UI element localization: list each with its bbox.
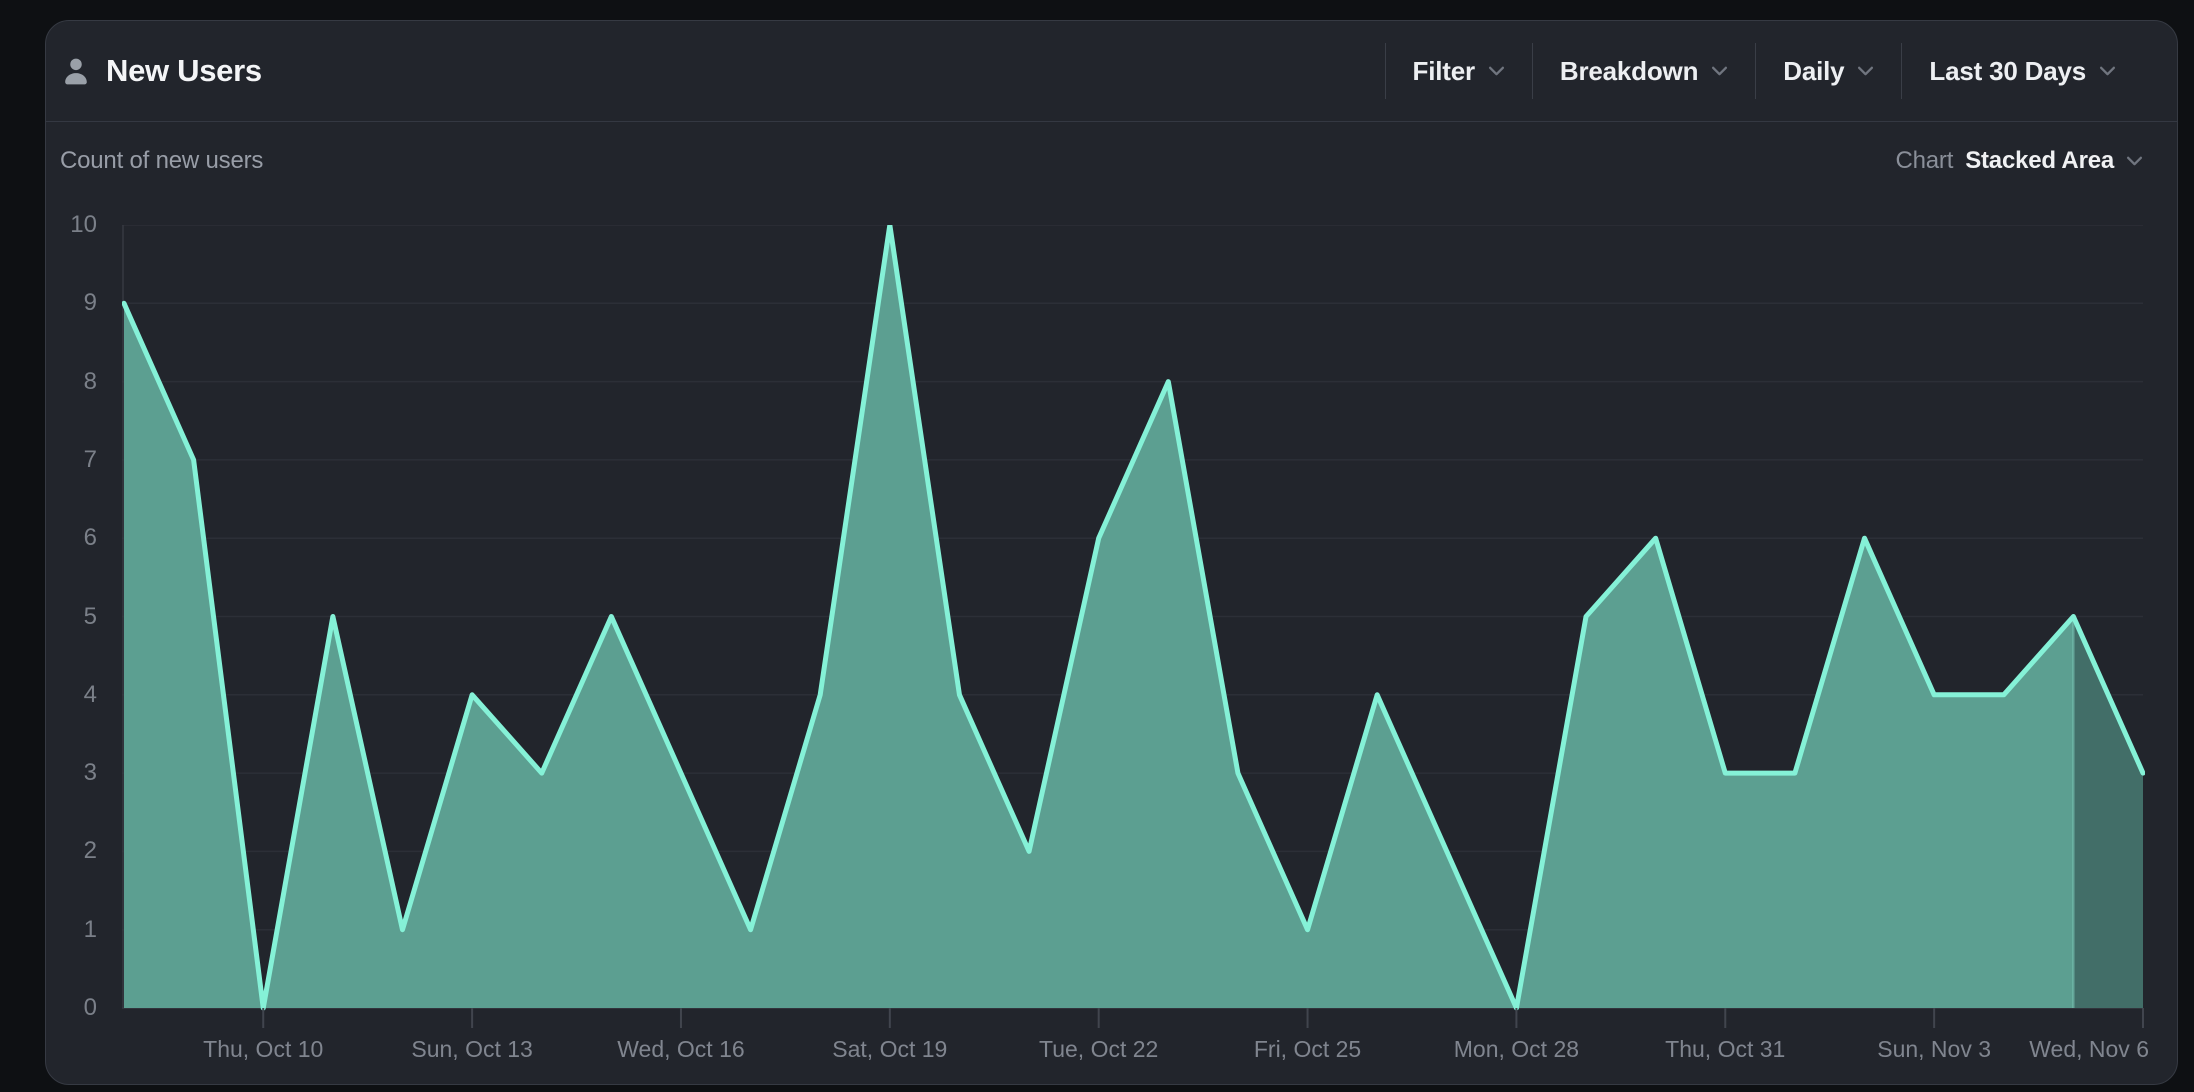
metric-label: Count of new users xyxy=(60,147,264,174)
area-line xyxy=(122,225,2145,1011)
breakdown-dropdown-label: Breakdown xyxy=(1559,55,1699,86)
page-title: New Users xyxy=(106,53,262,88)
breakdown-dropdown[interactable]: Breakdown xyxy=(1531,43,1755,99)
chart-type-dropdown[interactable]: Chart Stacked Area xyxy=(1896,147,2144,175)
y-tick-label: 5 xyxy=(83,602,97,630)
date-range-dropdown-label: Last 30 Days xyxy=(1929,55,2086,86)
x-tick-label: Sun, Oct 13 xyxy=(411,1036,533,1062)
y-tick-label: 9 xyxy=(83,289,97,317)
y-tick-label: 0 xyxy=(83,994,97,1021)
card-header: New Users Filter Breakdown Daily Last 30… xyxy=(46,21,2177,122)
x-tick-label: Sun, Nov 3 xyxy=(1877,1036,1992,1062)
y-tick-label: 7 xyxy=(83,445,97,473)
date-range-dropdown[interactable]: Last 30 Days xyxy=(1901,43,2143,99)
person-icon xyxy=(65,58,87,85)
y-tick-label: 8 xyxy=(83,367,97,395)
x-tick-label: Thu, Oct 31 xyxy=(1665,1036,1786,1062)
chevron-down-icon xyxy=(1712,66,1728,75)
area-chart xyxy=(122,225,2145,1028)
y-tick-label: 10 xyxy=(70,211,97,238)
x-tick-label: Mon, Oct 28 xyxy=(1453,1036,1580,1062)
granularity-dropdown[interactable]: Daily xyxy=(1755,43,1901,99)
area-fill-incomplete xyxy=(2073,616,2143,1008)
chart-type-label: Chart xyxy=(1895,147,1954,174)
y-tick-label: 4 xyxy=(83,680,97,708)
x-tick-label: Tue, Oct 22 xyxy=(1039,1036,1159,1062)
y-tick-label: 1 xyxy=(83,915,97,943)
chart-type-value: Stacked Area xyxy=(1965,147,2114,174)
header-controls: Filter Breakdown Daily Last 30 Days xyxy=(1384,43,2143,99)
filter-dropdown-label: Filter xyxy=(1412,55,1476,86)
x-tick-label: Thu, Oct 10 xyxy=(203,1036,324,1062)
chevron-down-icon xyxy=(1488,66,1504,75)
area-fill xyxy=(124,225,2143,1008)
filter-dropdown[interactable]: Filter xyxy=(1384,43,1532,99)
y-tick-label: 2 xyxy=(83,837,97,865)
chevron-down-icon xyxy=(1858,66,1874,75)
x-tick-label: Wed, Nov 6 xyxy=(2029,1036,2149,1062)
chevron-down-icon xyxy=(2099,66,2116,75)
y-tick-label: 6 xyxy=(83,524,97,552)
x-tick-label: Wed, Oct 16 xyxy=(617,1036,745,1062)
chart-subheader: Count of new users Chart Stacked Area xyxy=(46,122,2177,200)
title-group: New Users xyxy=(60,53,262,89)
x-tick-label: Fri, Oct 25 xyxy=(1253,1036,1362,1062)
x-tick-label: Sat, Oct 19 xyxy=(832,1036,948,1062)
granularity-dropdown-label: Daily xyxy=(1783,55,1845,86)
y-tick-label: 3 xyxy=(83,759,97,787)
chevron-down-icon xyxy=(2126,156,2143,165)
